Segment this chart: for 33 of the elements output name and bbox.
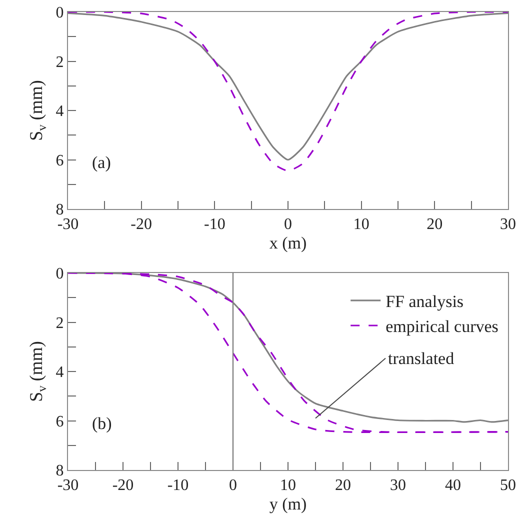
- legend-label: FF analysis: [386, 292, 464, 312]
- annotation: translated: [388, 349, 455, 368]
- annotation: (a): [92, 153, 111, 172]
- x-tick-label: -10: [167, 477, 189, 494]
- x-tick-label: 50: [500, 477, 516, 494]
- y-tick-label: 4: [56, 103, 64, 120]
- x-tick-label: -20: [130, 216, 152, 234]
- x-tick-label: 30: [390, 477, 406, 494]
- annotation: (b): [92, 414, 112, 433]
- x-axis-title: x (m): [269, 234, 307, 253]
- y-tick-label: 6: [56, 413, 64, 430]
- x-tick-label: 20: [335, 477, 351, 494]
- x-tick-label: -30: [57, 216, 79, 234]
- y-tick-label: 0: [56, 266, 64, 283]
- x-tick-label: 30: [500, 216, 516, 234]
- x-tick-label: 40: [445, 477, 461, 494]
- legend-label: empirical curves: [386, 317, 498, 336]
- x-tick-label: 10: [280, 477, 296, 494]
- y-tick-label: 6: [56, 152, 64, 170]
- y-tick-label: 0: [56, 4, 64, 22]
- x-tick-label: -20: [112, 477, 134, 494]
- x-tick-label: 0: [229, 477, 237, 494]
- x-tick-label: 10: [353, 216, 370, 234]
- x-tick-label: 20: [426, 216, 443, 234]
- y-tick-label: 8: [56, 202, 64, 219]
- y-tick-label: 4: [56, 364, 64, 382]
- x-tick-label: -30: [57, 477, 79, 494]
- x-tick-label: -10: [204, 216, 226, 234]
- y-tick-label: 2: [56, 54, 64, 71]
- y-tick-label: 2: [56, 314, 64, 332]
- x-tick-label: 0: [284, 216, 292, 234]
- y-tick-label: 8: [56, 462, 64, 480]
- x-axis-title: y (m): [269, 494, 307, 514]
